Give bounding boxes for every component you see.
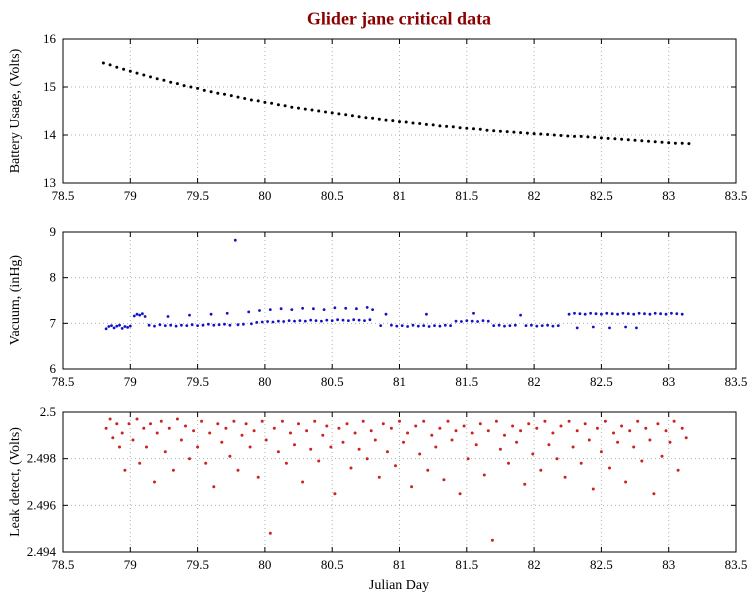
battery-xtick-label: 78.5 [52,188,75,203]
battery-xtick-label: 79.5 [186,188,209,203]
battery-ytick-label: 15 [43,79,56,94]
vacuum-xtick-label: 82 [528,374,541,389]
vacuum-xtick-label: 79 [124,374,137,389]
leak-xtick-label: 79 [124,557,137,572]
vacuum-xtick-label: 79.5 [186,374,209,389]
x-axis-label: Julian Day [368,578,430,593]
leak-ytick-label: 2.494 [27,544,57,559]
vacuum-xtick-label: 82.5 [590,374,613,389]
battery-xtick-label: 83 [662,188,675,203]
leak-axes: 78.5 79 79.5 80 80.5 81 81.5 82 82.5 83 83.5 2.494 2… [27,404,748,572]
vacuum-xtick-label: 83 [662,374,675,389]
leak-xtick-label: 81 [393,557,406,572]
vacuum-xtick-label: 80.5 [321,374,344,389]
page-title: Glider jane critical data [306,8,492,29]
battery-xtick-label: 82 [528,188,541,203]
leak-xtick-label: 82 [528,557,541,572]
battery-xtick-label: 83.5 [725,188,748,203]
leak-xtick-label: 80 [258,557,271,572]
leak-xtick-label: 82.5 [590,557,613,572]
leak-xtick-label: 78.5 [52,557,75,572]
battery-ytick-label: 14 [43,127,57,142]
battery-xtick-label: 80.5 [321,188,344,203]
vacuum-ytick-label: 7 [50,315,57,330]
battery-ytick-label: 16 [43,31,57,46]
vacuum-xtick-label: 81.5 [455,374,478,389]
vacuum-ytick-label: 8 [50,270,57,285]
battery-ytick-label: 13 [43,175,56,190]
leak-points [104,417,688,542]
vacuum-points [104,238,684,331]
leak-xtick-label: 81.5 [455,557,478,572]
leak-xtick-label: 79.5 [186,557,209,572]
leak-xtick-label: 83 [662,557,675,572]
battery-xtick-label: 80 [258,188,271,203]
battery-axes: 78.5 79 79.5 80 80.5 81 81.5 82 82.5 83 83.5 13 14 15… [43,31,747,203]
leak-ytick-label: 2.498 [27,451,56,466]
leak-xtick-label: 83.5 [725,557,748,572]
battery-xtick-label: 81.5 [455,188,478,203]
vacuum-xtick-label: 83.5 [725,374,748,389]
battery-xtick-label: 81 [393,188,406,203]
leak-ytick-label: 2.496 [27,497,57,512]
vacuum-xtick-label: 78.5 [52,374,75,389]
battery-points [101,61,691,146]
leak-ytick-label: 2.5 [40,404,56,419]
vacuum-xtick-label: 81 [393,374,406,389]
vacuum-axes: 78.5 79 79.5 80 80.5 81 81.5 82 82.5 83 83.5 6 7 8 9 [50,224,748,389]
vacuum-xtick-label: 80 [258,374,271,389]
battery-xtick-label: 79 [124,188,137,203]
leak-xtick-label: 80.5 [321,557,344,572]
vacuum-ytick-label: 9 [50,224,57,239]
vacuum-ytick-label: 6 [50,361,57,376]
battery-xtick-label: 82.5 [590,188,613,203]
